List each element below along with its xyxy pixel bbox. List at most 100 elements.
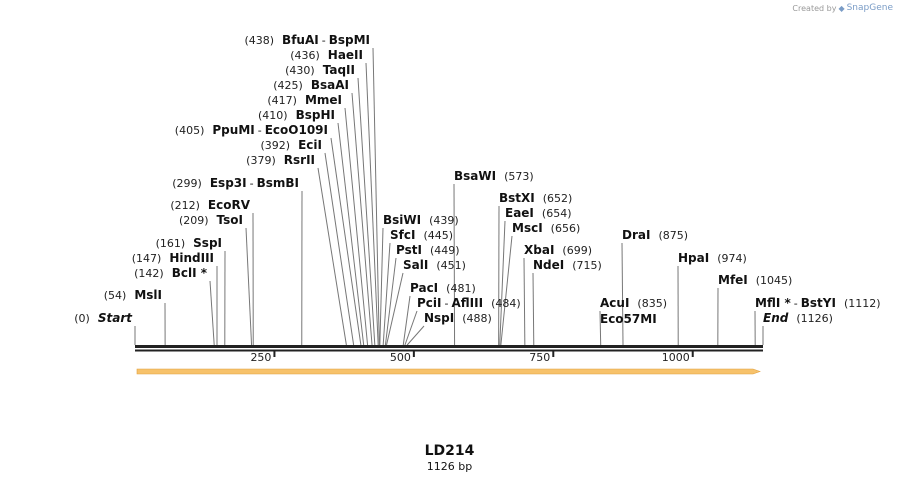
site-label[interactable]: (209) TsoI	[179, 213, 243, 227]
site-position: (142)	[134, 267, 164, 280]
ruler-tick	[691, 351, 694, 357]
site-label[interactable]: DraI (875)	[622, 228, 688, 242]
site-position: (410)	[258, 109, 288, 122]
sequence-length: 1126 bp	[426, 460, 473, 473]
enzyme-name: BsaWI	[454, 169, 497, 183]
site-position: (1045)	[755, 274, 793, 287]
site-label[interactable]: SalI (451)	[403, 258, 466, 272]
enzyme-name: MscI	[512, 221, 543, 235]
site-position: (161)	[155, 237, 186, 250]
site-line-ppumi	[330, 137, 362, 346]
site-label[interactable]: EaeI (654)	[505, 206, 572, 220]
enzyme-name: XbaI	[524, 243, 555, 257]
site-label[interactable]: (161) SspI	[156, 236, 222, 250]
site-position: (405)	[174, 124, 205, 137]
enzyme-name: MflI *	[755, 296, 791, 310]
site-label[interactable]: (436) HaeII	[290, 48, 363, 62]
site-position: (439)	[429, 214, 459, 227]
enzyme-name: MmeI	[304, 93, 342, 107]
site-line-bfuai	[372, 47, 380, 346]
enzyme-name: PpuMI	[212, 123, 255, 137]
enzyme-name: SalI	[403, 258, 429, 272]
site-position: (436)	[290, 49, 320, 62]
site-label[interactable]: HpaI (974)	[678, 251, 747, 265]
site-label[interactable]: (405) PpuMI - EcoO109I	[175, 123, 328, 137]
site-label[interactable]: (54) MslI	[104, 288, 162, 302]
site-label[interactable]: XbaI (699)	[524, 243, 592, 257]
site-position: (654)	[541, 207, 572, 220]
site-label[interactable]: BsaWI (573)	[454, 169, 534, 183]
enzyme-name: TaqII	[322, 63, 355, 77]
site-line-drai	[621, 242, 624, 346]
site-label[interactable]: (417) MmeI	[267, 93, 342, 107]
enzyme-name: Start	[97, 311, 132, 325]
enzyme-name: PciI	[417, 296, 442, 310]
enzyme-name: DraI	[622, 228, 651, 242]
site-line-xbai	[523, 257, 526, 346]
ruler-tick-label: 250	[250, 351, 272, 364]
name-separator: -	[793, 297, 798, 310]
site-line-paci	[402, 295, 411, 346]
site-line-nspi	[406, 325, 425, 346]
site-position: (209)	[178, 214, 209, 227]
site-label[interactable]: PacI (481)	[410, 281, 476, 295]
site-position: (656)	[550, 222, 581, 235]
site-label[interactable]: PciI - AflIII (484)	[417, 296, 521, 310]
enzyme-name: BsmBI	[256, 176, 299, 190]
snapgene-watermark: Created by ◆ SnapGene	[792, 3, 893, 13]
site-label[interactable]: MscI (656)	[512, 221, 580, 235]
site-position: (445)	[423, 229, 454, 242]
site-position: (835)	[637, 297, 668, 310]
site-label[interactable]: AcuI (835)	[600, 296, 667, 310]
ruler-tick	[273, 351, 276, 357]
site-line-ecii	[324, 152, 355, 346]
site-position: (1112)	[843, 297, 881, 310]
site-line-acui	[599, 310, 602, 346]
site-label[interactable]: BsiWI (439)	[383, 213, 459, 227]
site-label[interactable]: (299) Esp3I - BsmBI	[172, 176, 299, 190]
site-label[interactable]: PstI (449)	[396, 243, 460, 257]
site-label[interactable]: (0) Start	[74, 311, 132, 325]
enzyme-name: RsrII	[283, 153, 315, 167]
site-position: (652)	[542, 192, 573, 205]
sequence-name: LD214	[424, 443, 475, 459]
site-label[interactable]: (379) RsrII	[246, 153, 315, 167]
site-label[interactable]: (438) BfuAI - BspMI	[244, 33, 370, 47]
enzyme-name: BstXI	[499, 191, 535, 205]
enzyme-name: BspMI	[328, 33, 370, 47]
site-line-bsaai	[351, 92, 373, 346]
enzyme-name: BspHI	[295, 108, 335, 122]
site-label[interactable]: (142) BclI *	[134, 266, 207, 280]
enzyme-name: BsaAI	[310, 78, 349, 92]
site-label[interactable]: (212) EcoRV	[170, 198, 250, 212]
ruler-tick	[552, 351, 555, 357]
site-position: (699)	[562, 244, 592, 257]
site-line-pcii	[404, 310, 418, 346]
site-line-haeii	[365, 62, 379, 346]
site-label[interactable]: End (1126)	[763, 311, 833, 325]
enzyme-name: EcoRV	[207, 198, 250, 212]
site-label[interactable]: (425) BsaAI	[273, 78, 349, 92]
site-label[interactable]: NdeI (715)	[533, 258, 602, 272]
site-label[interactable]: MflI * - BstYI (1112)	[755, 296, 881, 310]
site-label[interactable]: (147) HindIII	[132, 251, 214, 265]
site-label[interactable]: BstXI (652)	[499, 191, 572, 205]
backbone-bottom-strand	[135, 349, 763, 352]
site-label[interactable]: MfeI (1045)	[718, 273, 792, 287]
enzyme-name: SspI	[193, 236, 222, 250]
site-position: (449)	[429, 244, 460, 257]
site-position: (438)	[244, 34, 275, 47]
enzyme-name: AflIII	[451, 296, 484, 310]
site-line-bcli	[209, 280, 215, 346]
site-line-eaei	[499, 220, 506, 346]
site-label[interactable]: NspI (488)	[424, 311, 492, 325]
site-label[interactable]: (392) EciI	[261, 138, 322, 152]
site-label[interactable]: SfcI (445)	[390, 228, 453, 242]
enzyme-name: HindIII	[169, 251, 214, 265]
site-position: (392)	[260, 139, 291, 152]
site-label[interactable]: (430) TaqII	[285, 63, 355, 77]
site-label[interactable]: (410) BspHI	[258, 108, 335, 122]
site-position: (715)	[572, 259, 602, 272]
site-position: (299)	[172, 177, 202, 190]
